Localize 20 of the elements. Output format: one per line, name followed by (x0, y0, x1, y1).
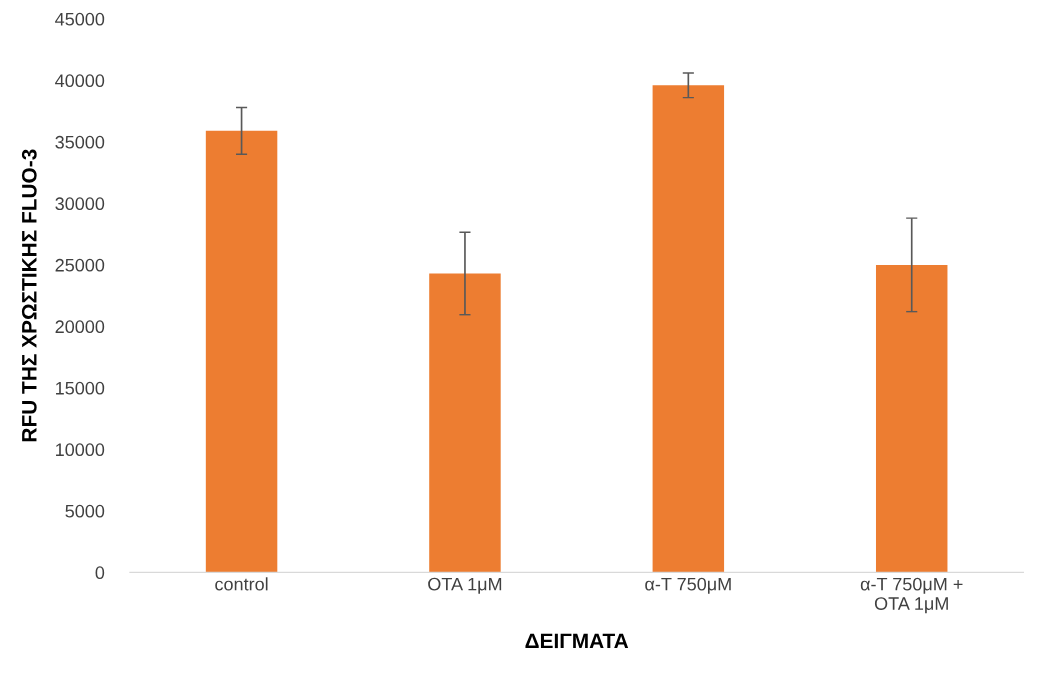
y-tick-label: 45000 (55, 12, 105, 26)
y-tick-label: 40000 (55, 74, 105, 88)
y-tick-label: 15000 (56, 381, 105, 395)
x-tick-label: α-T 750μM (645, 577, 731, 594)
y-tick-label: 0 (95, 566, 105, 580)
y-axis-title: RFU ΤΗΣ ΧΡΩΣΤΙΚΗΣ FLUO-3 (21, 149, 37, 442)
y-tick-label: 20000 (55, 320, 105, 334)
x-tick-label: control (215, 577, 268, 591)
bar (875, 264, 948, 573)
y-tick-label: 10000 (56, 443, 105, 457)
x-tick-label: α-T 750μM + OTA 1μM (860, 577, 963, 614)
bar (205, 130, 278, 573)
y-tick-label: 5000 (65, 504, 105, 518)
y-tick-label: 30000 (55, 197, 105, 211)
y-tick-label: 25000 (55, 258, 105, 272)
x-axis-title: ΔΕΙΓΜΑΤΑ (525, 633, 629, 649)
x-tick-label: OTA 1μM (428, 577, 502, 594)
y-tick-label: 35000 (55, 135, 105, 149)
bar (429, 273, 501, 573)
bar (652, 85, 725, 573)
